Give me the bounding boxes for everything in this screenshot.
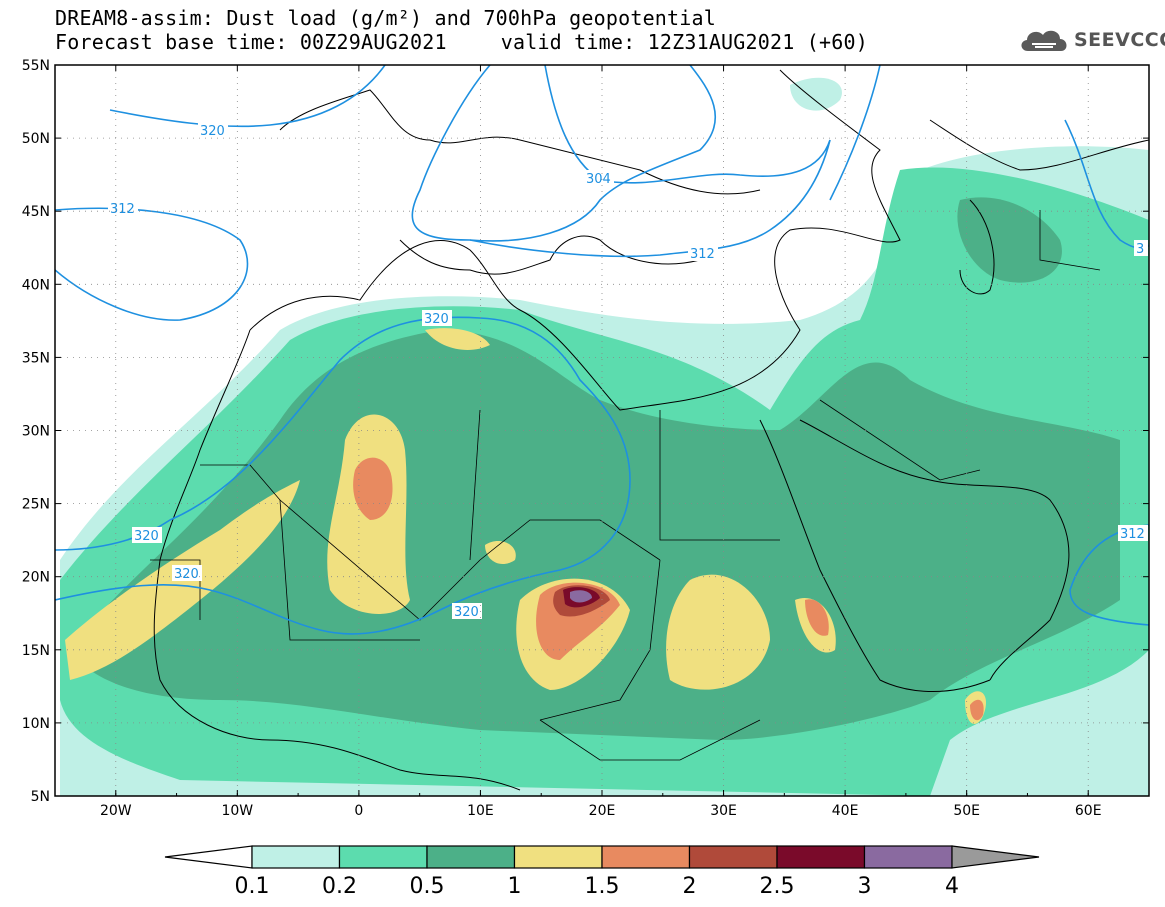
contour-label: 320 xyxy=(422,310,452,327)
colorbar-label: 3 xyxy=(858,874,872,899)
lat-label: 40N xyxy=(22,277,50,293)
dust-field xyxy=(55,65,1149,796)
svg-text:312: 312 xyxy=(1120,527,1145,542)
valid-time: valid time: 12Z31AUG2021 (+60) xyxy=(500,30,868,54)
svg-text:312: 312 xyxy=(110,202,135,217)
lon-label: 60E xyxy=(1075,803,1102,819)
country-borders xyxy=(150,210,1101,761)
contour-label: 320 xyxy=(172,565,202,582)
contour-label: 304 xyxy=(584,170,614,187)
axis-ticks xyxy=(54,64,1150,797)
lat-label: 30N xyxy=(22,424,50,440)
contour-label: 320 xyxy=(198,122,228,139)
colorbar-box xyxy=(863,845,953,869)
svg-text:320: 320 xyxy=(134,529,159,544)
lat-label: 45N xyxy=(22,204,50,220)
base-time: Forecast base time: 00Z29AUG2021 xyxy=(55,30,447,54)
dust-level-1.5-ethiopia xyxy=(805,599,829,636)
lon-label: 20E xyxy=(589,803,616,819)
colorbar-box xyxy=(426,845,516,869)
lat-label: 5N xyxy=(31,789,50,805)
lat-label: 25N xyxy=(22,497,50,513)
colorbar-label: 4 xyxy=(945,874,959,899)
dust-level-1.5-algeria xyxy=(353,457,393,520)
longitude-labels: 20W 10W 0 10E 20E 30E 40E 50E 60E xyxy=(100,803,1102,819)
contour-label: 312 xyxy=(688,245,718,262)
lat-label: 50N xyxy=(22,131,50,147)
dust-level-3 xyxy=(570,590,592,603)
colorbar-under-arrow xyxy=(164,845,253,869)
colorbar-box xyxy=(338,845,428,869)
contour-labels: 320 312 304 312 3 320 320 320 320 312 xyxy=(108,122,1148,620)
contour-label: 312 xyxy=(108,200,138,217)
cloud-logo-icon xyxy=(1021,30,1067,51)
lon-label: 40E xyxy=(832,803,859,819)
colorbar: 0.1 0.2 0.5 1 1.5 2 2.5 3 4 xyxy=(164,845,1040,899)
contour-label: 312 xyxy=(1118,525,1148,542)
dust-level-0.5 xyxy=(70,330,1120,740)
dust-level-1-small1 xyxy=(485,540,516,565)
svg-text:320: 320 xyxy=(454,605,479,620)
colorbar-label: 2.5 xyxy=(760,874,795,899)
colorbar-box xyxy=(776,845,866,869)
latitude-labels: 55N 50N 45N 40N 35N 30N 25N 20N 15N 10N 5N xyxy=(22,58,50,805)
svg-text:320: 320 xyxy=(424,312,449,327)
contour-label: 320 xyxy=(132,527,162,544)
colorbar-label: 0.2 xyxy=(322,874,357,899)
dust-level-1.5-somalia xyxy=(970,699,984,721)
geopotential-contours xyxy=(55,65,1149,635)
svg-text:312: 312 xyxy=(690,247,715,262)
colorbar-box xyxy=(513,845,603,869)
lon-label: 10E xyxy=(467,803,494,819)
lon-label: 50E xyxy=(953,803,980,819)
map-subtitle: Forecast base time: 00Z29AUG2021 valid ti… xyxy=(55,30,868,54)
map-title: DREAM8-assim: Dust load (g/m²) and 700hP… xyxy=(55,6,717,30)
lon-label: 20W xyxy=(100,803,132,819)
contour-label: 320 xyxy=(452,603,482,620)
svg-text:304: 304 xyxy=(586,172,611,187)
colorbar-box xyxy=(601,845,691,869)
dust-level-1-sudan xyxy=(666,574,770,690)
colorbar-over-arrow xyxy=(951,845,1040,869)
colorbar-box xyxy=(688,845,778,869)
svg-text:320: 320 xyxy=(174,567,199,582)
contour-label: 3 xyxy=(1134,240,1148,257)
colorbar-label: 0.5 xyxy=(410,874,445,899)
seevccc-logo: SEEVCCC xyxy=(1018,25,1165,55)
lat-label: 20N xyxy=(22,570,50,586)
lat-label: 10N xyxy=(22,716,50,732)
colorbar-label: 1.5 xyxy=(585,874,620,899)
lat-label: 55N xyxy=(22,58,50,74)
svg-text:3: 3 xyxy=(1136,242,1144,257)
lat-label: 15N xyxy=(22,643,50,659)
colorbar-label: 0.1 xyxy=(235,874,270,899)
lon-label: 0 xyxy=(354,803,363,819)
lat-label: 35N xyxy=(22,350,50,366)
svg-text:320: 320 xyxy=(200,124,225,139)
lon-label: 30E xyxy=(710,803,737,819)
colorbar-box xyxy=(251,845,341,869)
dust-level-1-coast xyxy=(425,328,490,350)
dust-level-0.1-north xyxy=(790,77,842,111)
colorbar-label: 2 xyxy=(683,874,697,899)
lon-label: 10W xyxy=(221,803,253,819)
logo-text: SEEVCCC xyxy=(1074,29,1165,51)
colorbar-label: 1 xyxy=(508,874,522,899)
coastlines xyxy=(153,69,1149,791)
